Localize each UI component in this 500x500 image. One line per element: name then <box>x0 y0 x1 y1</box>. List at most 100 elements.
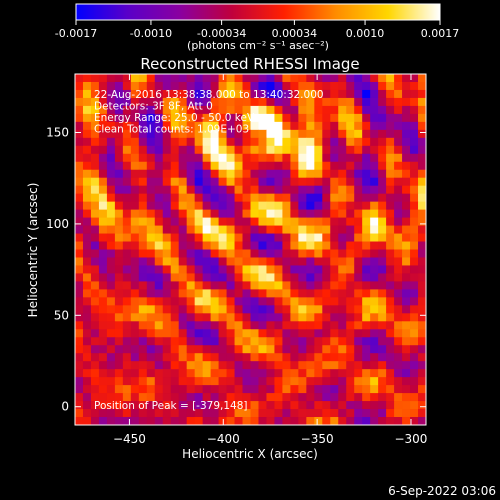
heatmap-cell <box>202 241 212 250</box>
heatmap-cell <box>330 417 339 425</box>
heatmap-cell <box>394 369 403 378</box>
heatmap-cell <box>146 329 156 338</box>
heatmap-cell <box>130 369 140 378</box>
heatmap-cell <box>298 401 307 410</box>
heatmap-cell <box>138 281 148 290</box>
heatmap-cell <box>386 281 395 290</box>
heatmap-cell <box>410 193 419 203</box>
heatmap-cell <box>338 417 347 425</box>
heatmap-cell <box>362 121 371 131</box>
heatmap-cell <box>146 249 156 258</box>
heatmap-cell <box>82 305 92 314</box>
heatmap-cell <box>370 417 379 425</box>
heatmap-cell <box>202 89 212 99</box>
heatmap-cell <box>75 145 84 155</box>
heatmap-cell <box>202 81 212 91</box>
heatmap-cell <box>130 265 140 274</box>
heatmap-cell <box>170 337 180 346</box>
heatmap-cell <box>274 417 283 425</box>
heatmap-cell <box>330 129 339 139</box>
heatmap-cell <box>90 297 100 306</box>
heatmap-cell <box>354 265 363 274</box>
heatmap-cell <box>418 409 426 418</box>
heatmap-cell <box>418 129 426 139</box>
heatmap-cell <box>290 377 299 386</box>
heatmap-cell <box>410 401 419 410</box>
heatmap-cell <box>378 233 387 242</box>
heatmap-cell <box>226 129 235 139</box>
heatmap-cell <box>346 281 355 290</box>
heatmap-cell <box>98 321 108 330</box>
heatmap-cell <box>410 113 419 123</box>
heatmap-cell <box>386 81 395 91</box>
heatmap-cell <box>178 353 188 362</box>
heatmap-cell <box>258 297 267 306</box>
heatmap-cell <box>242 249 251 258</box>
heatmap-cell <box>218 369 227 378</box>
heatmap-cell <box>338 137 347 147</box>
heatmap-cell <box>402 217 411 226</box>
heatmap-cell <box>162 297 172 306</box>
heatmap-cell <box>258 217 267 226</box>
heatmap-cell <box>418 265 426 274</box>
heatmap-cell <box>378 217 387 226</box>
heatmap-cell <box>194 201 204 211</box>
heatmap-cell <box>218 337 227 346</box>
heatmap-cell <box>346 89 355 99</box>
heatmap-cell <box>386 161 395 171</box>
heatmap-cell <box>282 313 291 322</box>
heatmap-cell <box>162 121 172 131</box>
heatmap-cell <box>418 401 426 410</box>
heatmap-cell <box>106 393 116 402</box>
heatmap-cell <box>298 97 307 107</box>
heatmap-cell <box>242 289 251 298</box>
heatmap-cell <box>130 105 140 115</box>
heatmap-cell <box>75 385 84 394</box>
heatmap-cell <box>362 257 371 266</box>
heatmap-cell <box>274 385 283 394</box>
heatmap-cell <box>242 97 251 107</box>
y-tick-label: 0 <box>61 400 69 414</box>
heatmap-cell <box>122 329 132 338</box>
heatmap-cell <box>122 201 132 211</box>
heatmap-cell <box>146 121 156 131</box>
heatmap-cell <box>386 169 395 179</box>
heatmap-cell <box>114 153 124 163</box>
heatmap-cell <box>154 393 164 402</box>
heatmap-cell <box>122 105 132 115</box>
heatmap-cell <box>362 313 371 322</box>
colorbar-tick-label: -0.0010 <box>130 27 172 40</box>
heatmap-cell <box>362 233 371 242</box>
heatmap-cell <box>266 353 275 362</box>
heatmap-cell <box>330 337 339 346</box>
heatmap-cell <box>202 137 212 147</box>
heatmap-cell <box>306 417 315 425</box>
heatmap-cell <box>338 89 347 99</box>
heatmap-cell <box>362 145 371 155</box>
heatmap-cell <box>298 265 307 274</box>
heatmap-cell <box>418 97 426 107</box>
heatmap-cell <box>410 121 419 131</box>
heatmap-cell <box>130 377 140 386</box>
heatmap-cell <box>386 401 395 410</box>
heatmap-cell <box>298 393 307 402</box>
heatmap-cell <box>154 81 164 91</box>
heatmap-cell <box>90 177 100 187</box>
heatmap-cell <box>242 297 251 306</box>
heatmap-cell <box>138 233 148 242</box>
heatmap-cell <box>290 74 299 83</box>
heatmap-cell <box>98 305 108 314</box>
heatmap-cell <box>402 353 411 362</box>
heatmap-cell <box>130 193 140 203</box>
heatmap-cell <box>394 377 403 386</box>
heatmap-cell <box>234 401 243 410</box>
heatmap-cell <box>298 161 307 171</box>
heatmap-cell <box>354 113 363 123</box>
heatmap-cell <box>242 393 251 402</box>
heatmap-cell <box>162 241 172 250</box>
heatmap-cell <box>290 337 299 346</box>
heatmap-cell <box>90 401 100 410</box>
info-line: 22-Aug-2016 13:38:38.000 to 13:40:32.000 <box>94 89 324 101</box>
heatmap-cell <box>258 329 267 338</box>
heatmap-cell <box>338 81 347 91</box>
